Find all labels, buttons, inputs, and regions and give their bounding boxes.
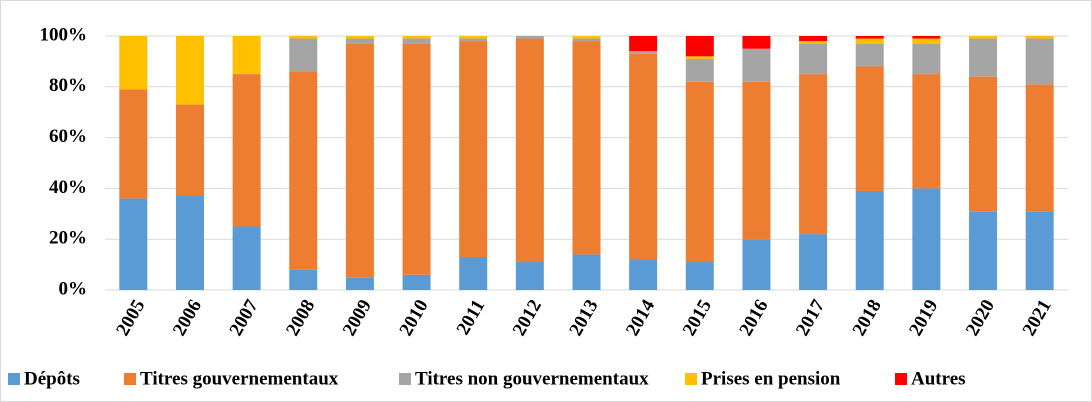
bar-segment [345, 36, 374, 39]
bar-segment [289, 71, 318, 270]
bar-segment [799, 74, 828, 235]
bar-segment [912, 74, 941, 189]
bar-segment [799, 234, 828, 290]
bar-segment [119, 36, 148, 90]
bar-segment [402, 274, 431, 290]
bar-segment [515, 262, 544, 290]
bar-segment [402, 36, 431, 39]
bar-segment [459, 256, 488, 290]
bar-segment [742, 48, 771, 82]
bar-segment [855, 190, 884, 290]
bar-segment [969, 38, 998, 77]
bar-segment [119, 198, 148, 290]
bar-segment [969, 76, 998, 212]
bar-segment [459, 41, 488, 257]
bar-segment [459, 36, 488, 39]
legend-label: Titres non gouvernementaux [415, 368, 649, 389]
bar-segment [232, 226, 261, 290]
legend-swatch [895, 373, 907, 385]
bar-segment [742, 81, 771, 240]
legend-label: Dépôts [24, 368, 80, 389]
y-tick-label: 80% [49, 75, 87, 96]
bar-segment [345, 277, 374, 290]
y-tick-label: 0% [59, 278, 88, 299]
legend-swatch [124, 373, 136, 385]
bar-segment [175, 36, 204, 105]
bar-segment [175, 196, 204, 290]
bar-segment [855, 43, 884, 67]
legend-swatch [685, 373, 697, 385]
bar-segment [289, 269, 318, 290]
bar-segment [515, 36, 544, 39]
bar-segment [629, 53, 658, 260]
bar-segment [572, 254, 601, 290]
bar-segment [232, 36, 261, 75]
bar-segment [912, 38, 941, 44]
bar-segment [629, 51, 658, 54]
legend-swatch [8, 373, 20, 385]
legend-label: Autres [911, 368, 966, 389]
bar-segment [459, 38, 488, 42]
legend-label: Prises en pension [701, 368, 841, 389]
bar-segment [629, 36, 658, 52]
bar-segment [402, 43, 431, 275]
bar-segment [1025, 38, 1054, 85]
bar-segment [289, 38, 318, 72]
y-tick-label: 40% [49, 177, 87, 198]
y-tick-label: 20% [49, 228, 87, 249]
bar-segment [799, 41, 828, 44]
bar-segment [175, 104, 204, 197]
bar-segment [912, 43, 941, 75]
bar-segment [685, 36, 714, 57]
bar-segment [685, 58, 714, 82]
bar-segment [742, 36, 771, 49]
y-tick-label: 60% [49, 126, 87, 147]
bar-segment [232, 74, 261, 227]
bar-segment [345, 43, 374, 278]
bar-segment [855, 38, 884, 44]
bar-segment [685, 262, 714, 290]
bar-segment [685, 56, 714, 59]
legend-label: Titres gouvernementaux [140, 368, 339, 389]
bar-segment [1025, 36, 1054, 39]
bar-segment [855, 66, 884, 191]
bar-segment [572, 41, 601, 255]
bar-segment [799, 43, 828, 75]
bar-segment [289, 36, 318, 39]
bar-segment [119, 89, 148, 199]
y-tick-label: 100% [40, 24, 88, 45]
bar-segment [969, 36, 998, 39]
bar-segment [629, 259, 658, 290]
bar-segment [1025, 211, 1054, 290]
bar-segment [572, 36, 601, 39]
bar-segment [572, 38, 601, 42]
bar-segment [402, 38, 431, 44]
bar-segment [515, 38, 544, 263]
bar-segment [685, 81, 714, 263]
bar-segment [912, 36, 941, 39]
bar-segment [1025, 84, 1054, 212]
bar-segment [969, 211, 998, 290]
bar-segment [345, 38, 374, 44]
legend-swatch [399, 373, 411, 385]
bar-segment [912, 188, 941, 290]
bar-segment [799, 36, 828, 42]
bar-segment [855, 36, 884, 39]
bar-segment [742, 239, 771, 290]
